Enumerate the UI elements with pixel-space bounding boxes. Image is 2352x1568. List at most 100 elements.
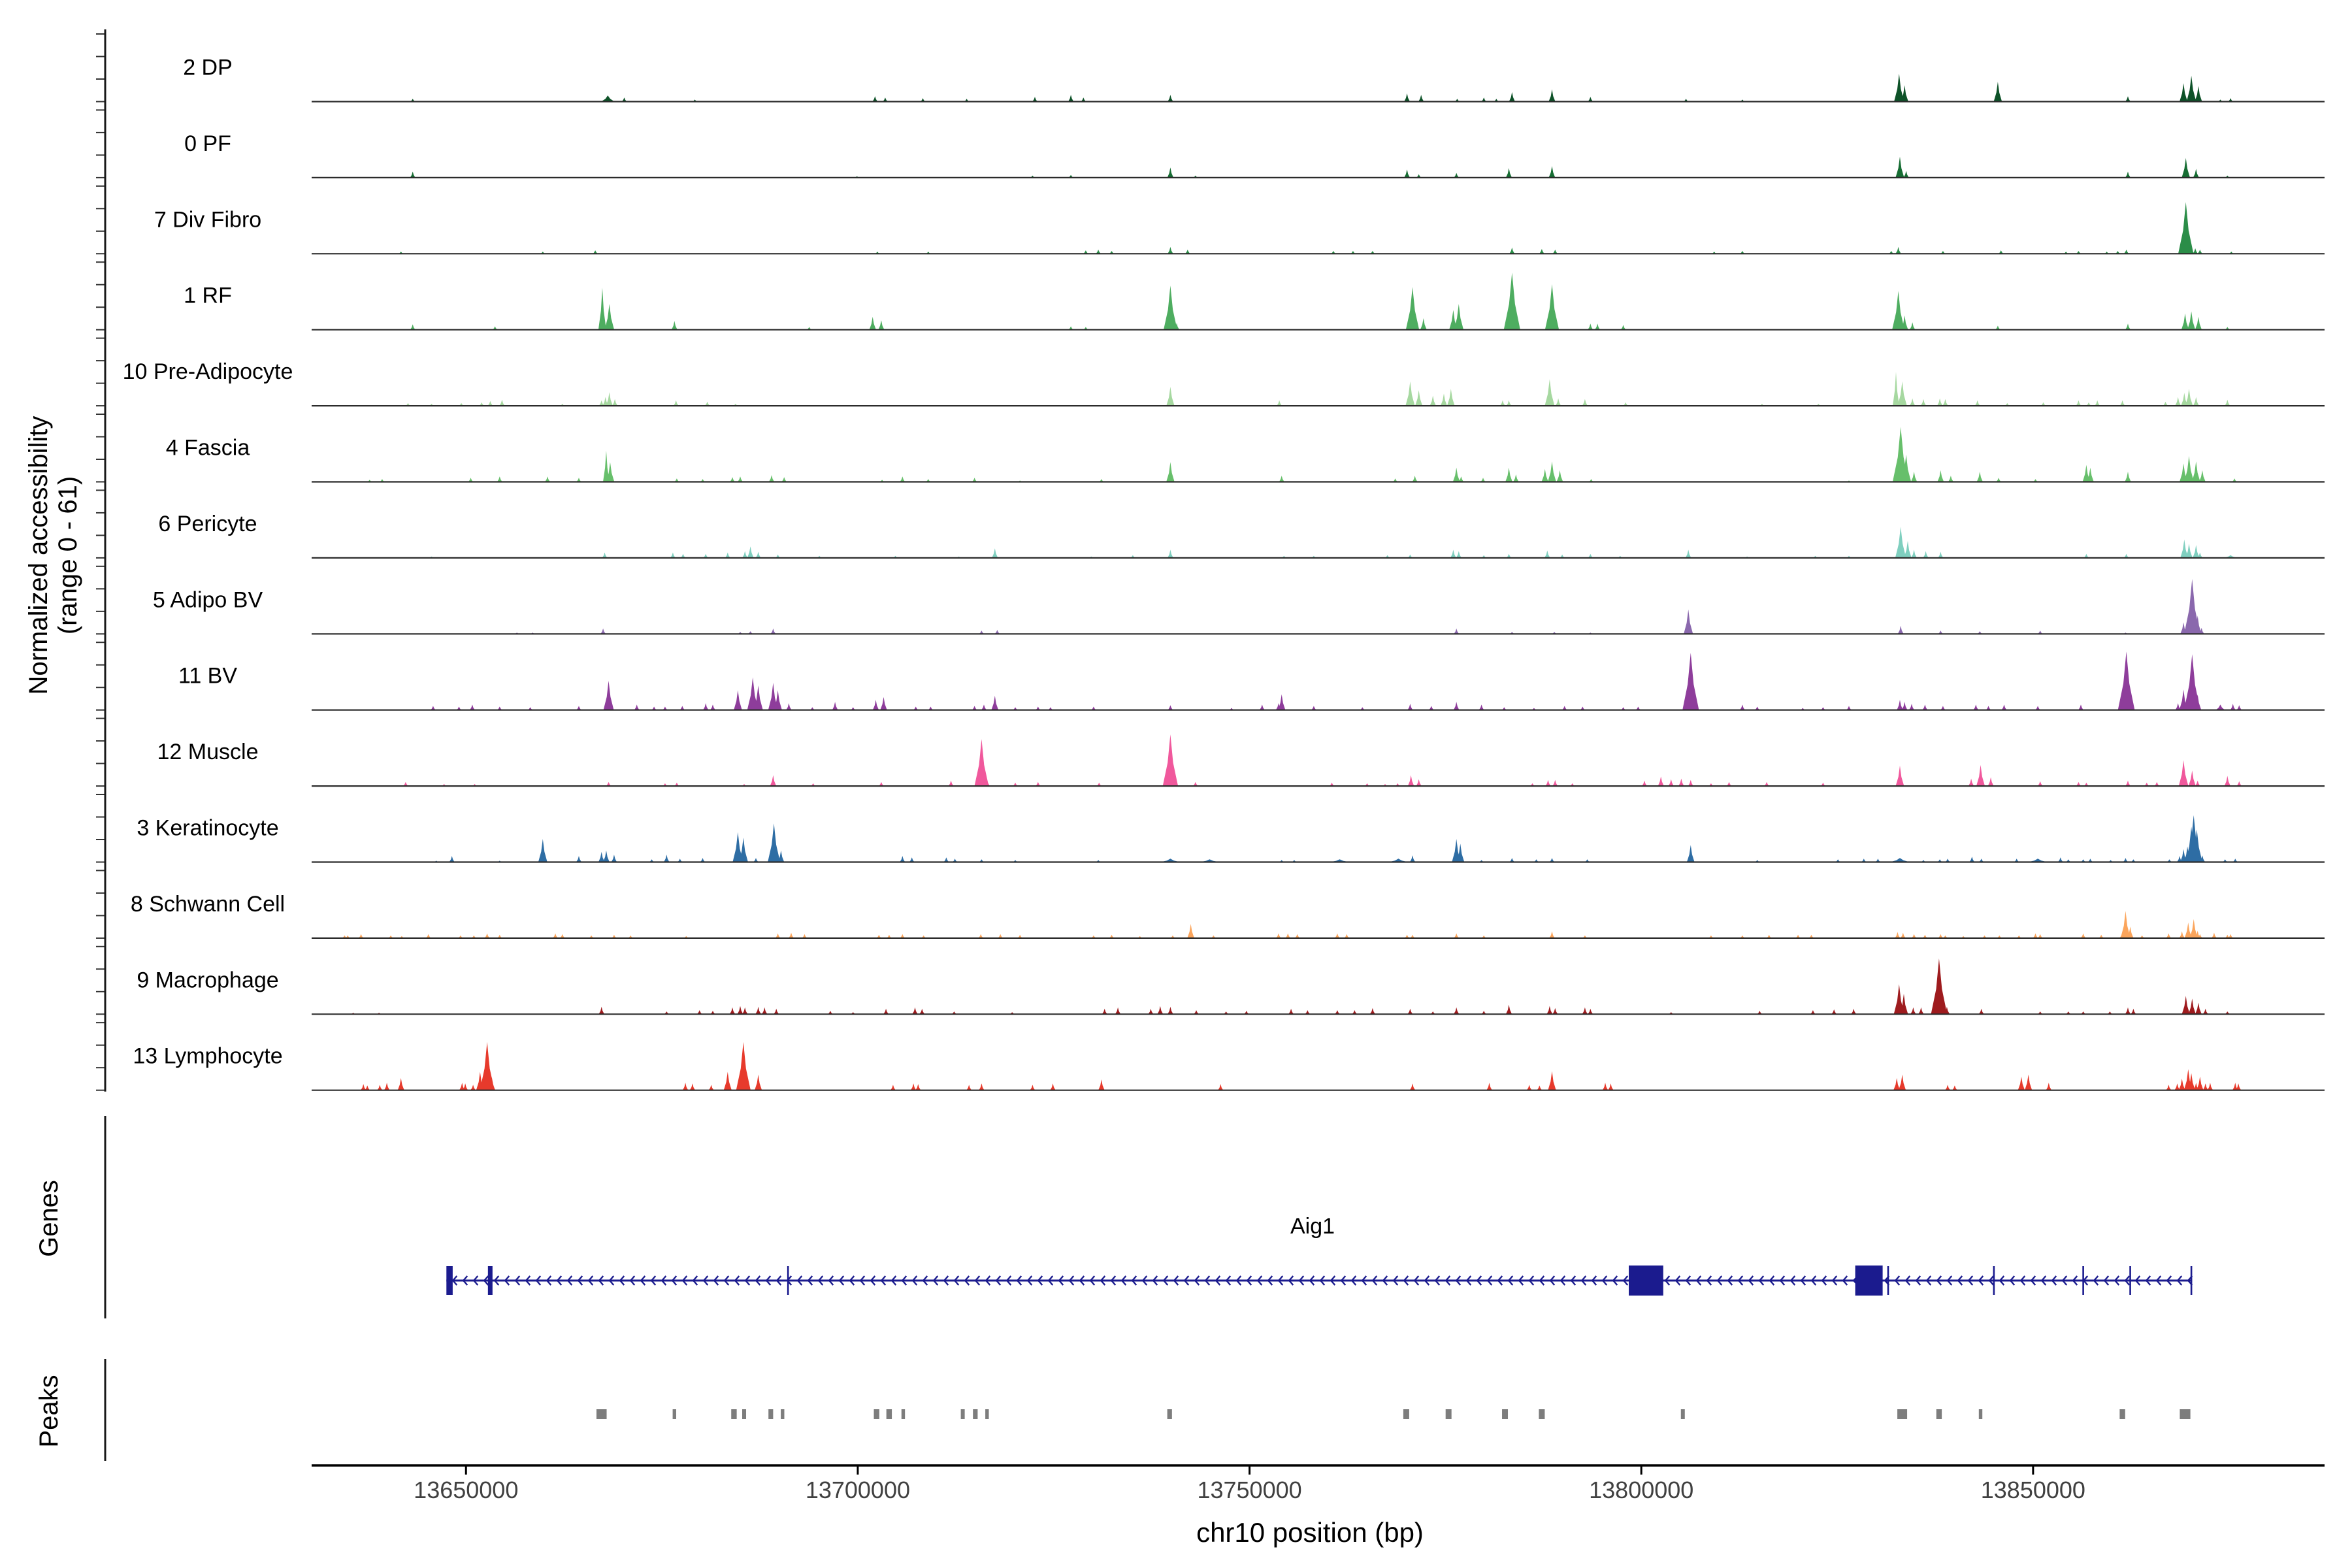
signal-peak [1767, 934, 1772, 938]
signal-peak [1757, 1011, 1762, 1015]
signal-peak [774, 1009, 779, 1015]
gene-strand-chevron [1068, 1275, 1075, 1286]
peak-region-box [1539, 1409, 1545, 1419]
signal-peak [2178, 760, 2189, 787]
gene-strand-chevron [744, 1275, 751, 1286]
signal-peak [1167, 167, 1174, 178]
signal-peak [2197, 934, 2202, 938]
signal-peak [1688, 779, 1693, 787]
gene-strand-chevron [1277, 1275, 1284, 1286]
gene-strand-chevron [1005, 1275, 1012, 1286]
signal-peak [1164, 286, 1177, 330]
signal-peak [1405, 934, 1410, 938]
gene-strand-chevron [1528, 1275, 1535, 1286]
signal-peak [1344, 934, 1349, 938]
gene-strand-chevron [1173, 1275, 1179, 1286]
signal-peak [2095, 400, 2100, 406]
signal-peak [670, 552, 676, 558]
signal-peak [1404, 93, 1410, 102]
peak-region-box [886, 1409, 892, 1419]
track-row-5-adipo-bv: 5 Adipo BV [153, 579, 2325, 635]
gene-strand-chevron [2030, 1275, 2036, 1286]
signal-peak [1277, 400, 1282, 406]
track-row-10-pre-adipocyte: 10 Pre-Adipocyte [123, 359, 2325, 407]
gene-strand-chevron [566, 1275, 573, 1286]
signal-peak [1552, 779, 1558, 787]
signal-peak [1405, 381, 1415, 406]
gene-strand-chevron [723, 1275, 730, 1286]
signal-peak [1410, 934, 1415, 938]
signal-peak [1993, 82, 2002, 102]
signal-peak [680, 553, 686, 558]
gene-strand-chevron [890, 1275, 897, 1286]
track-row-7-div-fibro: 7 Div Fibro [154, 202, 2325, 255]
gene-exon-tick [2190, 1266, 2193, 1295]
signal-peak [1901, 702, 1908, 710]
signal-peak [900, 476, 906, 482]
signal-peak [1454, 629, 1460, 634]
signal-peak [2193, 248, 2198, 254]
signal-peak [484, 933, 490, 938]
gene-strand-chevron [1612, 1275, 1618, 1286]
gene-strand-chevron [1706, 1275, 1712, 1286]
signal-peak [603, 450, 610, 482]
peak-region-box [1936, 1409, 1942, 1419]
signal-peak [410, 324, 416, 330]
signal-peak [2228, 98, 2233, 102]
gene-strand-chevron [1570, 1275, 1576, 1286]
x-tick-label: 13700000 [806, 1477, 910, 1503]
gene-exon-large [1629, 1266, 1663, 1296]
signal-peak [576, 478, 581, 482]
signal-peak [493, 326, 498, 330]
signal-peak [1810, 1010, 1816, 1015]
signal-peak [1938, 934, 1943, 938]
gene-strand-chevron [1298, 1275, 1305, 1286]
signal-peak [879, 781, 884, 787]
gene-strand-chevron [577, 1275, 583, 1286]
signal-peak [1904, 540, 1912, 558]
signal-peak [2188, 998, 2196, 1015]
signal-peak [770, 629, 776, 634]
track-label-0-pf: 0 PF [184, 131, 231, 156]
gene-strand-chevron [765, 1275, 772, 1286]
signal-peak [634, 704, 640, 710]
signal-peak [1999, 250, 2004, 254]
signal-peak [2199, 470, 2206, 482]
gene-strand-chevron [661, 1275, 667, 1286]
gene-strand-chevron [1737, 1275, 1744, 1286]
gene-strand-chevron [1810, 1275, 1817, 1286]
signal-peak [1582, 399, 1588, 406]
signal-peak [2040, 402, 2046, 406]
signal-peak [1168, 95, 1173, 102]
signal-peak [1480, 478, 1486, 482]
signal-peak [2178, 202, 2194, 254]
signal-peak [1440, 393, 1447, 406]
signal-peak [887, 934, 892, 938]
signal-peak [1513, 474, 1519, 482]
signal-peak [1418, 95, 1424, 102]
signal-peak [1081, 97, 1086, 102]
track-row-9-macrophage: 9 Macrophage [137, 958, 2325, 1015]
gene-strand-chevron [1507, 1275, 1514, 1286]
genes-section-label: Genes [35, 1180, 63, 1257]
signal-peak [1546, 1005, 1553, 1015]
signal-peak [1166, 462, 1175, 482]
signal-peak [1162, 734, 1179, 787]
signal-peak [703, 703, 709, 710]
signal-peak [1942, 399, 1948, 406]
signal-peak [1478, 704, 1484, 710]
signal-peak [2193, 615, 2202, 634]
signal-peak [1506, 553, 1512, 558]
gene-strand-chevron [671, 1275, 678, 1286]
gene-strand-chevron [1842, 1275, 1848, 1286]
signal-peak [1030, 1085, 1036, 1090]
signal-peak [2131, 1009, 2136, 1015]
x-tick-label: 13800000 [1589, 1477, 1693, 1503]
signal-peak [2185, 544, 2193, 558]
gene-strand-chevron [943, 1275, 949, 1286]
gene-strand-chevron [472, 1275, 479, 1286]
signal-peak [753, 858, 759, 862]
signal-peak [1582, 1007, 1588, 1015]
gene-strand-chevron [1445, 1275, 1451, 1286]
gene-strand-chevron [1026, 1275, 1033, 1286]
